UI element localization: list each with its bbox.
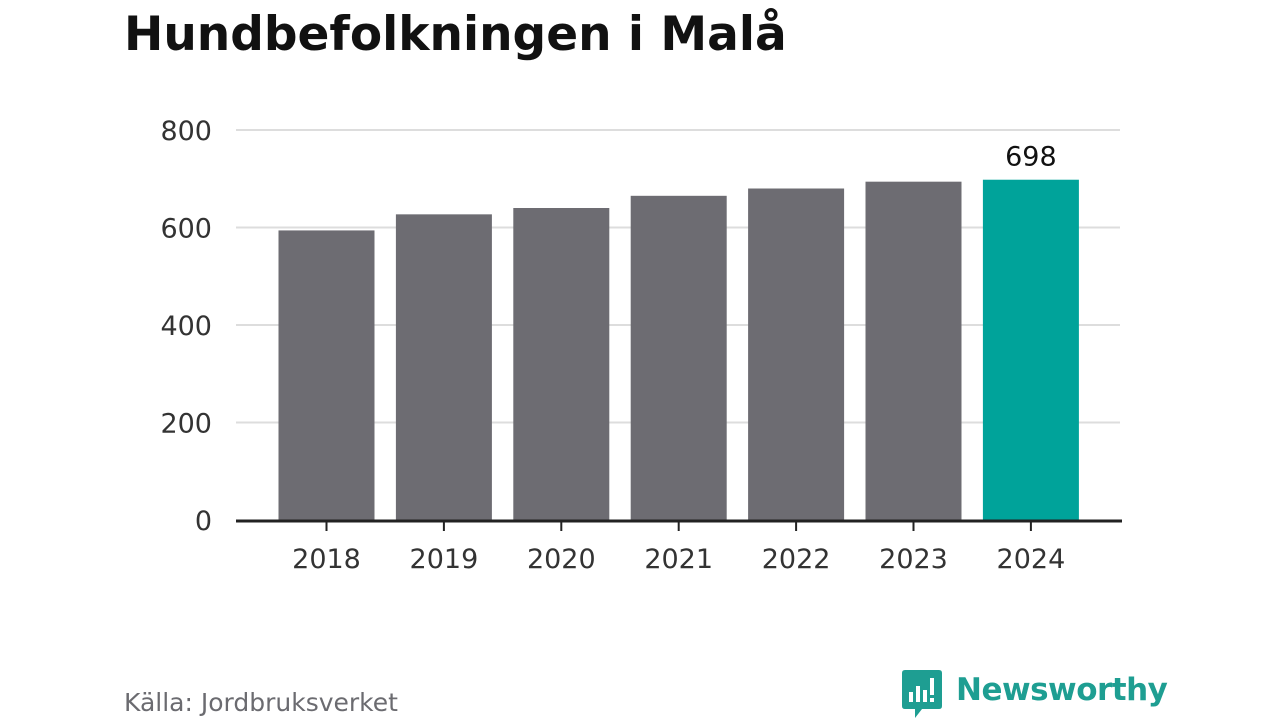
labels: 0 200 400 600 800 2018 2019 2020 2021 2022 2023 202… xyxy=(160,116,1065,575)
y-tick-label: 200 xyxy=(160,409,212,440)
axes xyxy=(236,519,1122,531)
bar-2024 xyxy=(982,179,1079,520)
brand-name: Newsworthy xyxy=(956,672,1168,708)
bar-2021 xyxy=(630,195,727,520)
x-tick-label: 2021 xyxy=(644,544,713,575)
y-tick-label: 0 xyxy=(195,506,212,537)
bar-2020 xyxy=(513,208,610,520)
x-tick-label: 2020 xyxy=(527,544,596,575)
chart-title: Hundbefolkningen i Malå xyxy=(124,7,787,62)
brand-logo: Newsworthy xyxy=(902,670,1168,720)
bars xyxy=(278,179,1079,521)
bar-2023 xyxy=(865,181,962,521)
bar-chart: 0 200 400 600 800 2018 2019 2020 2021 2022 2023 202… xyxy=(160,116,1122,575)
y-tick-label: 600 xyxy=(160,214,212,245)
source-note: Källa: Jordbruksverket xyxy=(124,688,398,717)
y-tick-label: 400 xyxy=(160,311,212,342)
data-label-2024: 698 xyxy=(1005,142,1057,173)
x-tick-label: 2024 xyxy=(997,544,1066,575)
bar-2022 xyxy=(748,188,845,520)
x-tick-label: 2022 xyxy=(762,544,831,575)
bar-2019 xyxy=(395,214,492,520)
x-tick-label: 2018 xyxy=(292,544,361,575)
bar-2018 xyxy=(278,230,375,521)
x-tick-label: 2023 xyxy=(879,544,948,575)
y-tick-label: 800 xyxy=(160,116,212,147)
x-tick-label: 2019 xyxy=(410,544,479,575)
newsworthy-logo-icon xyxy=(902,670,942,718)
